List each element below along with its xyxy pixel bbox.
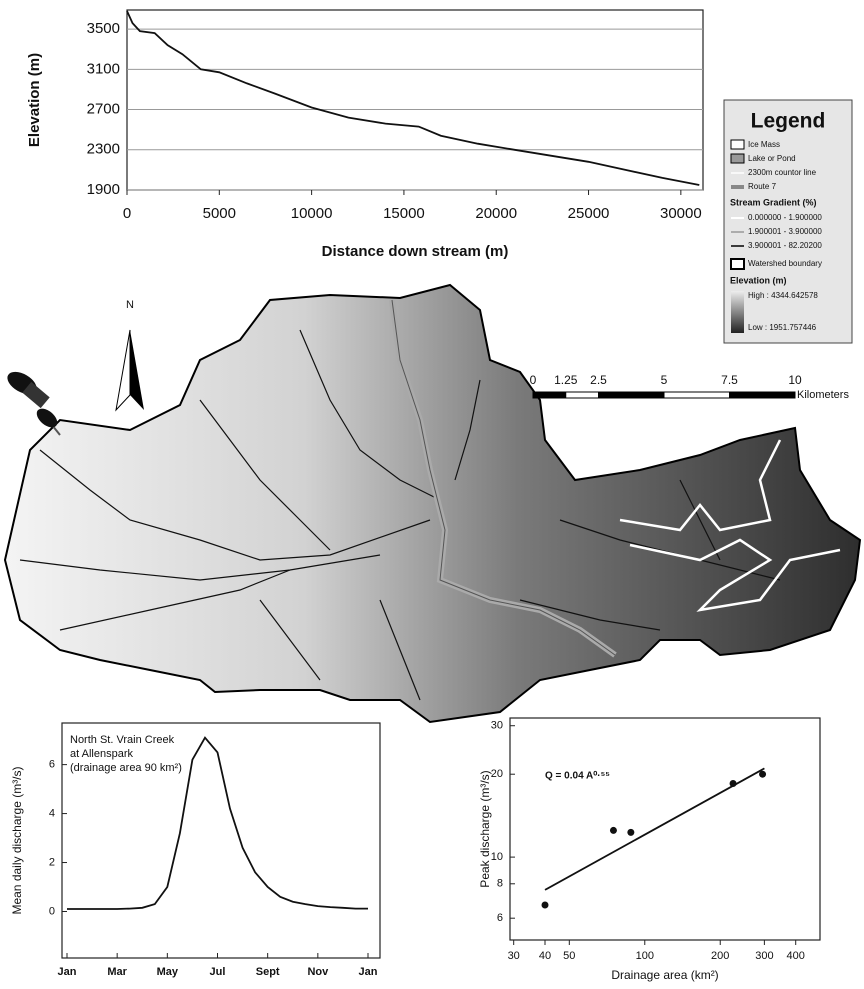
- x-tick-label: Sept: [256, 966, 280, 978]
- figure: N Kilometers 0 1.25 2.5 5 7.5 10 Legend Ice M…: [0, 0, 864, 989]
- x-tick-label: 20000: [475, 205, 517, 222]
- y-tick-label: 2: [49, 856, 55, 868]
- data-point: [730, 780, 737, 787]
- x-tick-label: 40: [539, 950, 551, 962]
- north-arrow: N: [116, 299, 144, 410]
- legend-item: 0.000000 - 1.900000: [748, 213, 822, 222]
- legend-item: Ice Mass: [748, 140, 780, 149]
- legend-item: Route 7: [748, 182, 777, 191]
- data-point: [759, 771, 766, 778]
- legend-heading: Elevation (m): [730, 275, 787, 285]
- annotation: North St. Vrain Creek: [70, 734, 175, 746]
- y-tick-label: 6: [49, 759, 55, 771]
- x-axis-label: Distance down stream (m): [322, 243, 509, 260]
- y-tick-label: 2700: [87, 101, 120, 118]
- y-tick-label: 30: [491, 720, 503, 732]
- annotation: at Allenspark: [70, 748, 133, 760]
- scale-bar: Kilometers 0 1.25 2.5 5 7.5 10: [530, 373, 850, 401]
- x-tick-label: Jan: [58, 966, 77, 978]
- y-tick-label: 3500: [87, 20, 120, 37]
- y-axis-label: Mean daily discharge (m³/s): [10, 766, 24, 914]
- scale-tick-label: 0: [530, 373, 537, 387]
- y-tick-label: 2300: [87, 141, 120, 158]
- y-axis-label: Peak discharge (m³/s): [478, 770, 492, 887]
- scale-tick-label: 1.25: [554, 373, 578, 387]
- y-tick-label: 8: [497, 878, 503, 890]
- y-tick-label: 4: [49, 807, 55, 819]
- y-tick-label: 0: [49, 905, 55, 917]
- scale-tick-label: 5: [661, 373, 668, 387]
- scale-tick-label: 10: [788, 373, 802, 387]
- legend-item: Lake or Pond: [748, 154, 796, 163]
- data-point: [542, 901, 549, 908]
- y-tick-label: 10: [491, 851, 503, 863]
- scale-tick-label: 2.5: [590, 373, 607, 387]
- x-tick-label: 100: [636, 950, 654, 962]
- x-tick-label: 200: [711, 950, 729, 962]
- north-label: N: [126, 299, 134, 311]
- legend-item: High : 4344.642578: [748, 291, 818, 300]
- x-tick-label: Jul: [210, 966, 226, 978]
- y-tick-label: 20: [491, 768, 503, 780]
- x-tick-label: Jan: [359, 966, 378, 978]
- legend-item: Low : 1951.757446: [748, 323, 817, 332]
- x-tick-label: 15000: [383, 205, 425, 222]
- x-tick-label: Mar: [107, 966, 127, 978]
- x-tick-label: 30000: [660, 205, 702, 222]
- y-tick-label: 3100: [87, 60, 120, 77]
- x-tick-label: 30: [508, 950, 520, 962]
- plot-frame: [510, 718, 820, 940]
- x-axis-label: Drainage area (km²): [611, 968, 718, 982]
- scale-segment: [533, 392, 566, 398]
- legend: Legend Ice Mass Lake or Pond 2300m count…: [724, 100, 852, 343]
- scale-segment: [599, 392, 665, 398]
- legend-item: 3.900001 - 82.20200: [748, 241, 822, 250]
- y-tick-label: 6: [497, 912, 503, 924]
- legend-item: 2300m countor line: [748, 168, 817, 177]
- x-tick-label: 25000: [568, 205, 610, 222]
- data-point: [627, 829, 634, 836]
- x-tick-label: 10000: [291, 205, 333, 222]
- x-tick-label: 5000: [203, 205, 236, 222]
- x-tick-label: Nov: [307, 966, 329, 978]
- y-axis-label: Elevation (m): [26, 53, 43, 147]
- watershed-map: N Kilometers 0 1.25 2.5 5 7.5 10: [4, 285, 860, 722]
- pushpin: [4, 367, 61, 435]
- y-tick-label: 1900: [87, 181, 120, 198]
- plot-frame: [127, 10, 703, 190]
- scale-unit: Kilometers: [797, 389, 849, 401]
- x-tick-label: 50: [563, 950, 575, 962]
- x-tick-label: 300: [755, 950, 773, 962]
- x-tick-label: May: [157, 966, 179, 978]
- annotation: Q = 0.04 A⁰·⁵⁵: [545, 771, 610, 782]
- annotation: (drainage area 90 km²): [70, 762, 182, 774]
- x-tick-label: 400: [787, 950, 805, 962]
- scale-segment: [730, 392, 796, 398]
- legend-heading: Stream Gradient (%): [730, 197, 817, 207]
- legend-title: Legend: [751, 110, 826, 133]
- data-line: [127, 11, 699, 185]
- legend-item: Watershed boundary: [748, 259, 822, 268]
- legend-item: 1.900001 - 3.900000: [748, 227, 822, 236]
- x-tick-label: 0: [123, 205, 131, 222]
- data-point: [610, 827, 617, 834]
- scale-tick-label: 7.5: [721, 373, 738, 387]
